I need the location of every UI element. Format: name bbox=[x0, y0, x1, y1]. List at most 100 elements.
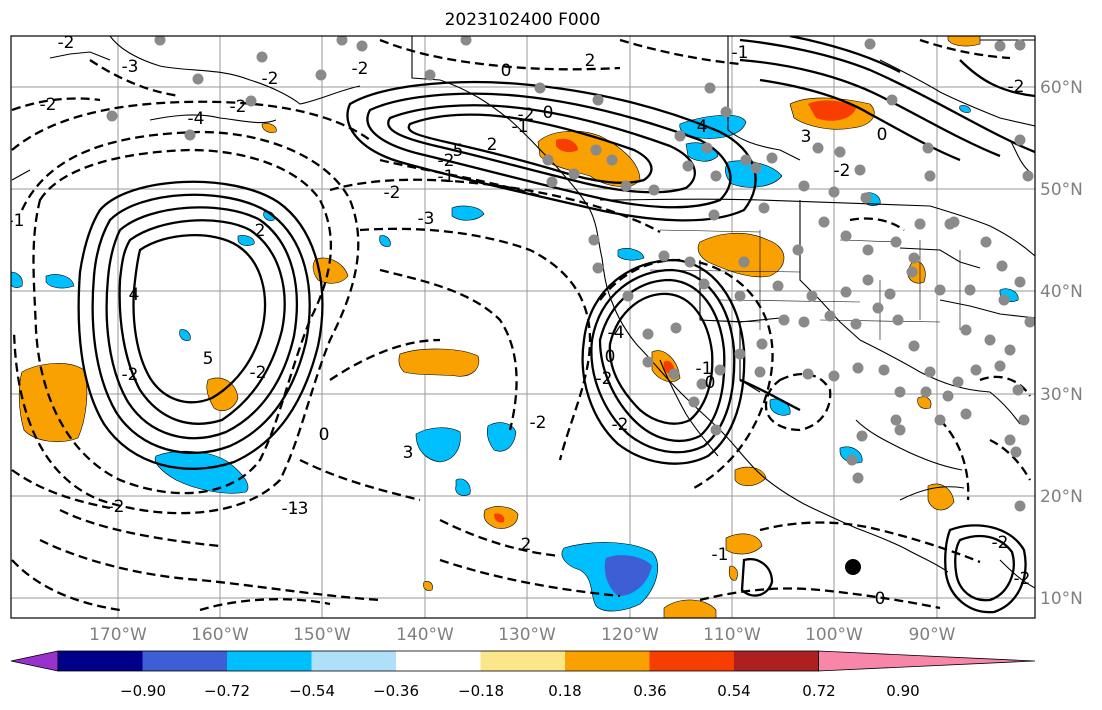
contour-label: -2 bbox=[834, 161, 851, 181]
observation-dot bbox=[460, 36, 472, 46]
observation-dot bbox=[934, 414, 946, 426]
lon-label: 130°W bbox=[498, 625, 556, 645]
contour-label: -3 bbox=[122, 57, 139, 77]
observation-dot bbox=[906, 266, 918, 278]
observation-dot bbox=[1012, 384, 1024, 396]
contour-label: 0 bbox=[501, 61, 512, 81]
observation-dot bbox=[592, 94, 604, 106]
colorbar-tick-label: 0.90 bbox=[886, 682, 919, 700]
observation-dot bbox=[960, 324, 972, 336]
observation-dot bbox=[738, 256, 750, 268]
observation-dot bbox=[1014, 276, 1026, 288]
lon-label: 150°W bbox=[293, 625, 351, 645]
contour-label: -2 bbox=[438, 151, 455, 171]
colorbar-tick-label: −0.72 bbox=[204, 682, 250, 700]
contour-label: -2 bbox=[596, 369, 613, 389]
observation-dot bbox=[670, 322, 682, 334]
observation-dot bbox=[878, 364, 890, 376]
lon-label: 140°W bbox=[396, 625, 454, 645]
strong-positive-anomaly-shading bbox=[494, 100, 856, 523]
contour-label: 5 bbox=[203, 349, 214, 369]
contour-label: 0 bbox=[877, 125, 888, 145]
observation-dot bbox=[184, 129, 196, 141]
colorbar-tick-label: 0.36 bbox=[633, 682, 666, 700]
contour-label: -2 bbox=[518, 105, 535, 125]
contour-label: 0 bbox=[605, 347, 616, 367]
observation-dot bbox=[834, 146, 846, 158]
observation-dot bbox=[606, 154, 618, 166]
observation-dot bbox=[245, 95, 257, 107]
contour-label: 0 bbox=[875, 589, 886, 609]
contour-label: -3 bbox=[292, 499, 309, 519]
observation-dot bbox=[854, 164, 866, 176]
observation-dot bbox=[860, 192, 872, 204]
observation-dot bbox=[642, 356, 654, 368]
colorbar-tick-label: −0.90 bbox=[120, 682, 166, 700]
colorbar-segment bbox=[396, 651, 481, 671]
observation-dot bbox=[698, 278, 710, 290]
positive-contours bbox=[77, 36, 1035, 614]
observation-dot bbox=[620, 180, 632, 192]
lat-label: 60°N bbox=[1040, 78, 1083, 98]
lon-label: 100°W bbox=[805, 625, 863, 645]
observation-dot bbox=[1010, 446, 1022, 458]
contour-label: -2 bbox=[262, 69, 279, 89]
contour-label: 4 bbox=[697, 117, 708, 137]
contour-label: 5 bbox=[453, 141, 464, 161]
contour-label: -1 bbox=[438, 167, 455, 187]
map-frame bbox=[10, 35, 1036, 619]
longitude-axis-labels: 170°W 160°W 150°W 140°W 130°W 120°W 110°… bbox=[89, 625, 956, 645]
observation-dot bbox=[924, 170, 936, 182]
observation-dot bbox=[970, 364, 982, 376]
observation-dot bbox=[840, 230, 852, 242]
lat-label: 50°N bbox=[1040, 180, 1083, 200]
observation-dot bbox=[792, 244, 804, 256]
observation-dot bbox=[568, 168, 580, 180]
observation-dot bbox=[952, 376, 964, 388]
observation-dot bbox=[862, 274, 874, 286]
observation-dot bbox=[704, 82, 716, 94]
lon-label: 90°W bbox=[909, 625, 956, 645]
contour-label: -2 bbox=[58, 33, 75, 53]
lat-label: 40°N bbox=[1040, 282, 1083, 302]
contour-label: 2 bbox=[255, 221, 266, 241]
colorbar-frame bbox=[57, 650, 819, 672]
observation-dot bbox=[980, 236, 992, 248]
observation-dot bbox=[856, 430, 868, 442]
contour-label: -2 bbox=[250, 363, 267, 383]
observation-dot bbox=[872, 302, 884, 314]
lon-label: 170°W bbox=[89, 625, 147, 645]
observation-dot bbox=[852, 472, 864, 484]
observation-dot bbox=[824, 310, 836, 322]
observation-dot bbox=[778, 314, 790, 326]
observation-dot bbox=[812, 142, 824, 154]
contour-label: 3 bbox=[403, 443, 414, 463]
observation-dot bbox=[994, 360, 1006, 372]
strong-negative-anomaly-shading bbox=[604, 555, 652, 596]
contour-label: -1 bbox=[712, 545, 729, 565]
observation-dot bbox=[256, 51, 268, 63]
observation-dot bbox=[894, 386, 906, 398]
colorbar-segment bbox=[311, 651, 397, 671]
colorbar-segment bbox=[480, 651, 566, 671]
contour-label: -1 bbox=[282, 499, 299, 519]
observation-dot bbox=[756, 338, 768, 350]
observation-dot bbox=[356, 40, 368, 52]
observation-dot bbox=[1024, 316, 1035, 328]
observation-dot bbox=[1004, 344, 1016, 356]
observation-dot bbox=[942, 390, 954, 402]
contour-label: 0 bbox=[319, 425, 330, 445]
observation-dot bbox=[684, 256, 696, 268]
observation-dot bbox=[846, 454, 858, 466]
observation-dot bbox=[894, 424, 906, 436]
observation-dot bbox=[542, 154, 554, 166]
observation-dot bbox=[674, 130, 686, 142]
contour-label: -2 bbox=[1008, 77, 1025, 97]
observation-dot bbox=[828, 186, 840, 198]
observation-dot bbox=[818, 216, 830, 228]
contour-label: -2 bbox=[1014, 569, 1031, 589]
contour-label: -1 bbox=[8, 211, 25, 231]
observation-dot bbox=[920, 386, 932, 398]
contour-label: -2 bbox=[612, 415, 629, 435]
contour-label: -2 bbox=[40, 95, 57, 115]
